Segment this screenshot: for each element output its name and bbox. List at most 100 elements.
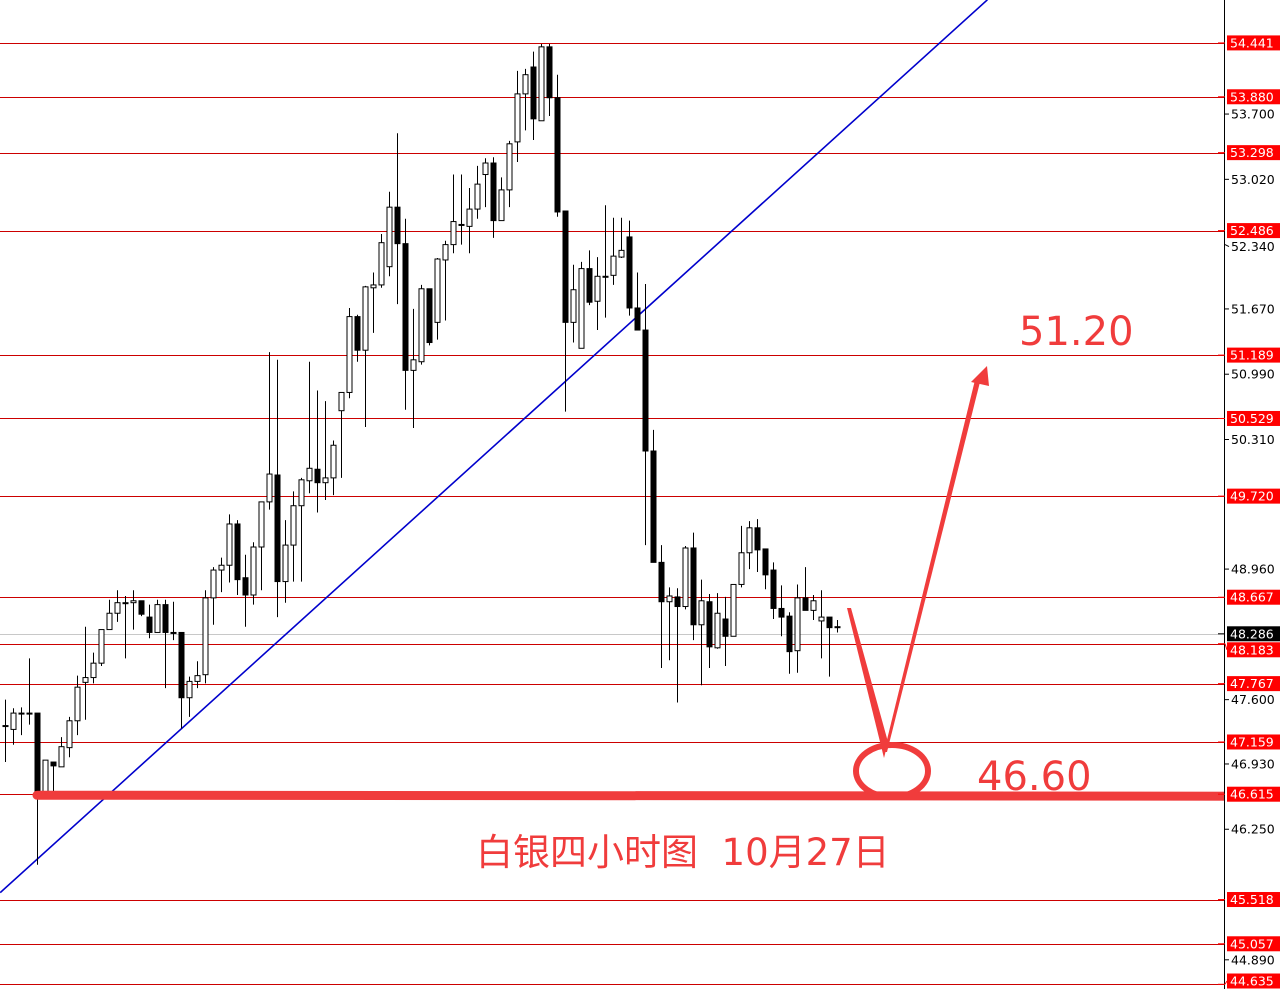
y-tick: 44.890 bbox=[1225, 952, 1275, 967]
candle bbox=[242, 554, 249, 627]
candle-body-up bbox=[266, 473, 273, 503]
candle-body-down bbox=[314, 468, 321, 484]
level-label: 46.615 bbox=[1218, 786, 1280, 802]
y-tick: 50.310 bbox=[1225, 432, 1275, 447]
candle bbox=[514, 70, 521, 163]
candle-body-down bbox=[402, 243, 409, 371]
candle-body-down bbox=[762, 548, 769, 576]
candle bbox=[818, 590, 825, 659]
candle-body-up bbox=[18, 712, 25, 715]
candle bbox=[434, 258, 441, 340]
candle-body-up bbox=[738, 552, 745, 585]
candle bbox=[74, 675, 81, 736]
candle bbox=[794, 584, 801, 673]
candle-body-up bbox=[170, 631, 177, 634]
candle bbox=[146, 604, 153, 639]
y-tick: 47.600 bbox=[1225, 692, 1275, 707]
candle-body-up bbox=[66, 720, 73, 749]
candle bbox=[562, 210, 569, 412]
candle bbox=[250, 542, 257, 605]
level-label-text: 53.880 bbox=[1230, 89, 1274, 104]
candle bbox=[178, 631, 185, 729]
candle-body-up bbox=[538, 46, 545, 122]
candle bbox=[338, 391, 345, 478]
candle-body-down bbox=[426, 288, 433, 344]
candle-body-up bbox=[250, 546, 257, 596]
candle-body-up bbox=[130, 600, 137, 604]
candle-body-up bbox=[378, 242, 385, 286]
candle bbox=[490, 157, 497, 238]
candle bbox=[826, 616, 833, 677]
candle bbox=[18, 707, 25, 736]
candle-body-down bbox=[802, 597, 809, 611]
chart-title: 白银四小时图 10月27日 bbox=[476, 831, 890, 874]
level-label-text: 54.441 bbox=[1230, 35, 1274, 50]
y-tick: 53.700 bbox=[1225, 107, 1275, 122]
level-label-box bbox=[1227, 488, 1280, 504]
candle bbox=[34, 712, 41, 865]
candle bbox=[370, 272, 377, 333]
candle-body-up bbox=[282, 544, 289, 583]
candle bbox=[522, 68, 529, 131]
candle bbox=[650, 429, 657, 563]
candle-body-up bbox=[226, 523, 233, 566]
support-thick-line bbox=[32, 790, 1285, 801]
candle-body-down bbox=[34, 712, 41, 796]
y-tick-label: 50.310 bbox=[1231, 432, 1275, 447]
candle-body-up bbox=[418, 288, 425, 363]
candle bbox=[322, 401, 329, 500]
down-arrow-stroke bbox=[847, 608, 888, 758]
candle-body-up bbox=[602, 275, 609, 278]
level-label-box bbox=[1227, 35, 1280, 51]
candle-body-up bbox=[522, 74, 529, 95]
candle bbox=[690, 532, 697, 641]
candle bbox=[834, 619, 841, 633]
candle-body-down bbox=[770, 569, 777, 609]
y-tick: 51.670 bbox=[1225, 301, 1275, 316]
candle-body-up bbox=[498, 189, 505, 222]
candle bbox=[378, 234, 385, 288]
up-arrow-stroke bbox=[884, 380, 980, 752]
candle-body-down bbox=[642, 329, 649, 452]
level-label: 48.183 bbox=[1218, 642, 1280, 658]
candle bbox=[202, 590, 209, 684]
candle bbox=[266, 352, 273, 510]
candle-body-up bbox=[26, 712, 33, 715]
level-label: 52.486 bbox=[1218, 223, 1280, 239]
candle-body-up bbox=[450, 221, 457, 246]
candle bbox=[362, 285, 369, 428]
level-label-box bbox=[1227, 936, 1280, 952]
candle bbox=[498, 177, 505, 222]
candle bbox=[410, 308, 417, 428]
candle-body-up bbox=[730, 583, 737, 637]
level-label: 49.720 bbox=[1218, 488, 1280, 504]
candle-body-up bbox=[90, 662, 97, 679]
candle bbox=[418, 284, 425, 365]
candle-body-up bbox=[154, 604, 161, 633]
level-label: 47.767 bbox=[1218, 676, 1280, 692]
candle bbox=[210, 567, 217, 625]
candle bbox=[642, 283, 649, 546]
candle-body-down bbox=[138, 600, 145, 615]
candle-body-up bbox=[306, 467, 313, 482]
candle bbox=[778, 585, 785, 637]
candle bbox=[546, 43, 553, 116]
candle bbox=[666, 587, 673, 661]
level-label: 50.529 bbox=[1218, 410, 1280, 426]
level-label-text: 49.720 bbox=[1230, 489, 1274, 504]
tick-mark bbox=[1224, 244, 1230, 248]
candle bbox=[274, 359, 281, 618]
candle bbox=[810, 595, 817, 620]
candle bbox=[442, 240, 449, 321]
y-tick: 46.250 bbox=[1225, 822, 1275, 837]
y-tick-label: 46.930 bbox=[1231, 756, 1275, 771]
candle bbox=[746, 521, 753, 570]
y-tick-label: 53.700 bbox=[1231, 107, 1275, 122]
candle-body-up bbox=[714, 612, 721, 649]
candle bbox=[786, 612, 793, 674]
level-label-text: 48.286 bbox=[1230, 626, 1274, 641]
support-price-label: 46.60 bbox=[977, 754, 1092, 800]
candle bbox=[770, 562, 777, 620]
candle-body-up bbox=[474, 183, 481, 210]
candle-body-up bbox=[218, 564, 225, 571]
